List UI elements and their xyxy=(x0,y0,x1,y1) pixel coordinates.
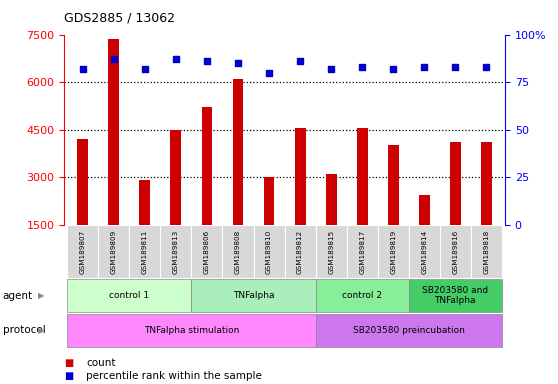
Bar xyxy=(357,128,368,225)
Bar xyxy=(201,108,213,225)
Point xyxy=(296,58,305,64)
Bar xyxy=(98,225,129,278)
Bar xyxy=(191,225,223,278)
Point xyxy=(78,66,87,72)
Text: TNFalpha: TNFalpha xyxy=(233,291,275,300)
Point xyxy=(358,64,367,70)
Bar xyxy=(316,314,502,347)
Bar xyxy=(388,146,398,225)
Bar xyxy=(171,130,181,225)
Bar xyxy=(326,174,336,225)
Bar xyxy=(347,225,378,278)
Bar xyxy=(285,225,316,278)
Text: ■: ■ xyxy=(64,371,74,381)
Point xyxy=(264,70,273,76)
Bar xyxy=(233,79,243,225)
Bar xyxy=(129,225,160,278)
Text: GSM189808: GSM189808 xyxy=(235,229,241,274)
Point xyxy=(203,58,211,64)
Text: ■: ■ xyxy=(64,358,74,368)
Text: protocol: protocol xyxy=(3,325,46,335)
Bar xyxy=(191,279,316,312)
Point xyxy=(451,64,460,70)
Text: GSM189811: GSM189811 xyxy=(142,229,148,274)
Bar xyxy=(316,225,347,278)
Bar xyxy=(481,142,492,225)
Bar xyxy=(78,139,88,225)
Text: SB203580 preincubation: SB203580 preincubation xyxy=(353,326,465,335)
Text: GSM189814: GSM189814 xyxy=(421,229,427,274)
Bar xyxy=(263,177,275,225)
Text: count: count xyxy=(86,358,116,368)
Bar xyxy=(108,39,119,225)
Text: percentile rank within the sample: percentile rank within the sample xyxy=(86,371,262,381)
Bar xyxy=(471,225,502,278)
Text: ▶: ▶ xyxy=(38,291,45,300)
Text: GSM189812: GSM189812 xyxy=(297,229,303,274)
Bar xyxy=(140,180,150,225)
Text: GSM189816: GSM189816 xyxy=(453,229,458,274)
Text: GSM189819: GSM189819 xyxy=(390,229,396,274)
Point xyxy=(389,66,398,72)
Text: ▶: ▶ xyxy=(38,326,45,335)
Bar xyxy=(223,225,253,278)
Text: control 2: control 2 xyxy=(342,291,382,300)
Text: agent: agent xyxy=(3,291,33,301)
Bar xyxy=(378,225,409,278)
Point xyxy=(141,66,150,72)
Text: GSM189806: GSM189806 xyxy=(204,229,210,274)
Bar xyxy=(450,142,461,225)
Text: GSM189818: GSM189818 xyxy=(483,229,489,274)
Point xyxy=(109,56,118,62)
Bar xyxy=(68,225,98,278)
Bar xyxy=(253,225,285,278)
Text: GSM189807: GSM189807 xyxy=(80,229,86,274)
Text: GSM189813: GSM189813 xyxy=(173,229,179,274)
Text: control 1: control 1 xyxy=(109,291,150,300)
Bar xyxy=(68,279,191,312)
Bar xyxy=(419,195,430,225)
Text: GDS2885 / 13062: GDS2885 / 13062 xyxy=(64,12,175,25)
Bar xyxy=(316,279,409,312)
Point xyxy=(171,56,180,62)
Text: GSM189815: GSM189815 xyxy=(328,229,334,274)
Point xyxy=(420,64,429,70)
Bar xyxy=(68,314,316,347)
Text: SB203580 and
TNFalpha: SB203580 and TNFalpha xyxy=(422,286,488,305)
Text: GSM189810: GSM189810 xyxy=(266,229,272,274)
Text: TNFalpha stimulation: TNFalpha stimulation xyxy=(144,326,239,335)
Bar xyxy=(160,225,191,278)
Bar xyxy=(440,225,471,278)
Point xyxy=(234,60,243,66)
Point xyxy=(326,66,335,72)
Bar xyxy=(409,279,502,312)
Text: GSM189809: GSM189809 xyxy=(111,229,117,274)
Bar xyxy=(409,225,440,278)
Text: GSM189817: GSM189817 xyxy=(359,229,365,274)
Bar xyxy=(295,128,306,225)
Point xyxy=(482,64,491,70)
